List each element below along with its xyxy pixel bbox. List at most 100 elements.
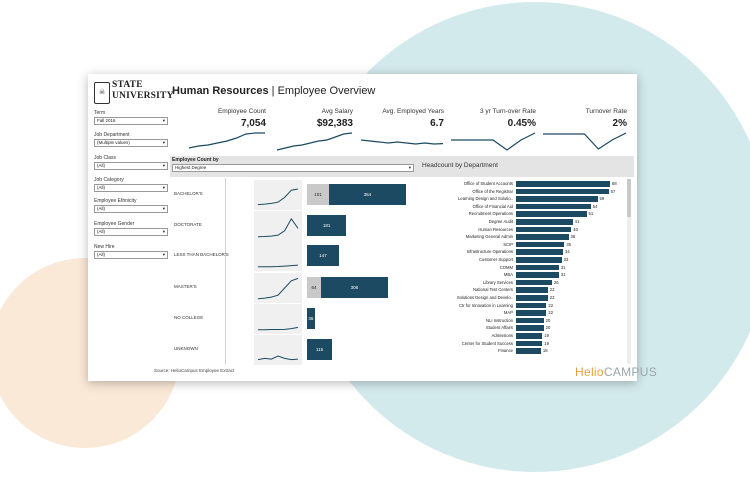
dept-bar[interactable] <box>516 295 548 301</box>
filter-job-category-select[interactable]: (All) ▾ <box>94 184 168 192</box>
kpi-avg-salary[interactable]: Avg Salary $92,383 <box>276 108 353 154</box>
degree-row[interactable]: UNKNOWN 115 <box>170 335 410 365</box>
degree-bar-teal[interactable]: 36 <box>307 308 315 329</box>
dept-row[interactable]: NLI Instruction 20 <box>410 317 626 325</box>
dept-bar[interactable] <box>516 203 591 210</box>
kpi-3yr-turnover-rate[interactable]: 3 yr Turn-over Rate 0.45% <box>450 108 536 154</box>
kpi-avg-employed-years[interactable]: Avg. Employed Years 6.7 <box>360 108 444 154</box>
dept-row[interactable]: National Test Centers 23 <box>410 286 626 294</box>
dept-row[interactable]: Learning Design and Solutio.. 59 <box>410 195 626 203</box>
dept-name: Degree Audit <box>488 219 513 224</box>
filter-term-select[interactable]: Fall 2016 ▾ <box>94 117 168 125</box>
dept-row[interactable]: MBA 31 <box>410 271 626 279</box>
brand-campus: CAMPUS <box>603 365 657 379</box>
dept-bar[interactable] <box>516 279 552 286</box>
degree-bar-gray[interactable]: 64 <box>307 277 321 298</box>
dept-row[interactable]: Infrastructure Operations 34 <box>410 248 626 256</box>
dept-row[interactable]: Customer Support 33 <box>410 256 626 264</box>
dept-bar[interactable] <box>516 211 587 217</box>
dept-bar[interactable] <box>516 249 563 255</box>
headcount-by-department-chart[interactable]: Office of Student Accounts 68 Office of th… <box>410 179 626 364</box>
dept-row[interactable]: Ctr for Innovation in Learning 22 <box>410 302 626 310</box>
dept-bar[interactable] <box>516 333 543 339</box>
chevron-down-icon: ▾ <box>162 118 165 123</box>
filter-label: Job Department <box>94 132 130 138</box>
dept-row[interactable]: Marketing General Admin 38 <box>410 233 626 241</box>
filter-new-hire: New Hire (All) ▾ <box>94 244 168 259</box>
dept-bar[interactable] <box>516 234 569 240</box>
dept-row[interactable]: Office of Financial Aid 54 <box>410 203 626 211</box>
kpi-sparkline <box>188 132 265 149</box>
degree-trend-line <box>258 326 299 331</box>
dept-row[interactable]: Student Affairs 20 <box>410 324 626 332</box>
degree-trend-box <box>254 180 302 210</box>
filter-job-class-select[interactable]: (All) ▾ <box>94 162 168 170</box>
dept-row[interactable]: Solutions Design and Develo.. 23 <box>410 294 626 302</box>
dept-name: MBA <box>503 272 513 278</box>
dept-name: Center for Student Success <box>461 340 513 346</box>
dept-bar[interactable] <box>516 226 572 233</box>
scrollbar-thumb[interactable] <box>627 179 631 217</box>
kpi-label: 3 yr Turn-over Rate <box>480 108 536 115</box>
kpi-employee-count[interactable]: Employee Count 7,054 <box>188 108 266 154</box>
degree-bar-teal[interactable]: 115 <box>307 339 332 360</box>
dept-bar[interactable] <box>516 219 573 225</box>
degree-row[interactable]: DOCTORATE 181 <box>170 211 410 241</box>
dept-row[interactable]: MAP 22 <box>410 309 626 317</box>
dept-bar[interactable] <box>516 241 565 248</box>
dept-row[interactable]: Human Resources 40 <box>410 226 626 234</box>
degree-bar-area: 147 <box>307 241 407 271</box>
dept-value: 19 <box>544 333 549 338</box>
degree-bar-teal[interactable]: 147 <box>307 245 339 266</box>
filter-employee-gender-select[interactable]: (All) ▾ <box>94 228 168 236</box>
dept-row[interactable]: Admissions 19 <box>410 332 626 340</box>
dept-bar[interactable] <box>516 325 544 331</box>
dept-bar[interactable] <box>516 188 609 195</box>
filter-employee-ethnicity-select[interactable]: (All) ▾ <box>94 205 168 213</box>
degree-label: LESS THAN BACHELOR'S <box>174 252 229 257</box>
degree-bar-gray[interactable]: 101 <box>307 184 329 205</box>
degree-row[interactable]: BACHELOR'S 101 354 <box>170 180 410 210</box>
dept-bar[interactable] <box>516 272 559 278</box>
page-title: Human Resources | Employee Overview <box>172 85 375 97</box>
dept-row[interactable]: Recruitment Operations 51 <box>410 210 626 218</box>
dept-row[interactable]: Finance 18 <box>410 347 626 355</box>
dept-row[interactable]: Degree Audit 41 <box>410 218 626 226</box>
dept-bar[interactable] <box>516 196 598 202</box>
degree-bar-teal[interactable]: 181 <box>307 215 347 236</box>
dept-bar[interactable] <box>516 348 541 354</box>
dept-row[interactable]: SCIP 35 <box>410 241 626 249</box>
dept-bar[interactable] <box>516 181 610 187</box>
degree-row[interactable]: MASTER'S 64 308 <box>170 273 410 303</box>
kpi-turnover-rate[interactable]: Turnover Rate 2% <box>542 108 627 154</box>
dept-row[interactable]: Office of Student Accounts 68 <box>410 180 626 188</box>
degree-row[interactable]: NO COLLEGE 36 <box>170 304 410 334</box>
filter-new-hire-select[interactable]: (All) ▾ <box>94 251 168 259</box>
dept-bar[interactable] <box>516 264 559 271</box>
degree-bar-teal[interactable]: 308 <box>320 277 388 298</box>
dept-value: 38 <box>570 234 576 240</box>
degree-row[interactable]: LESS THAN BACHELOR'S 147 <box>170 241 410 271</box>
dept-row[interactable]: COMM 31 <box>410 264 626 272</box>
kpi-label: Avg. Employed Years <box>382 108 444 115</box>
dept-name: Student Affairs <box>485 325 513 331</box>
dept-row[interactable]: Library Services 26 <box>410 279 626 287</box>
degree-bar-teal[interactable]: 354 <box>328 184 406 205</box>
dept-value: 23 <box>549 287 555 293</box>
dept-bar[interactable] <box>516 310 547 316</box>
kpi-trend-line <box>188 132 265 149</box>
dept-bar[interactable] <box>516 317 544 324</box>
dept-row[interactable]: Center for Student Success 19 <box>410 340 626 348</box>
filter-label: Employee Gender <box>94 221 135 227</box>
filter-job-department-select[interactable]: (Multiple values) ▾ <box>94 139 168 147</box>
dept-bar[interactable] <box>516 340 543 347</box>
employee-count-by-select[interactable]: Highest Degree ▾ <box>172 164 414 172</box>
dept-bar[interactable] <box>516 302 547 309</box>
kpi-value: 2% <box>612 118 627 129</box>
filter-job-department: Job Department (Multiple values) ▾ <box>94 132 168 147</box>
dept-bar[interactable] <box>516 257 562 263</box>
scrollbar-track[interactable] <box>627 179 631 364</box>
dept-bar[interactable] <box>516 287 548 293</box>
dept-row[interactable]: Office of the Registrar 67 <box>410 188 626 196</box>
brand-helio: Helio <box>575 365 604 379</box>
